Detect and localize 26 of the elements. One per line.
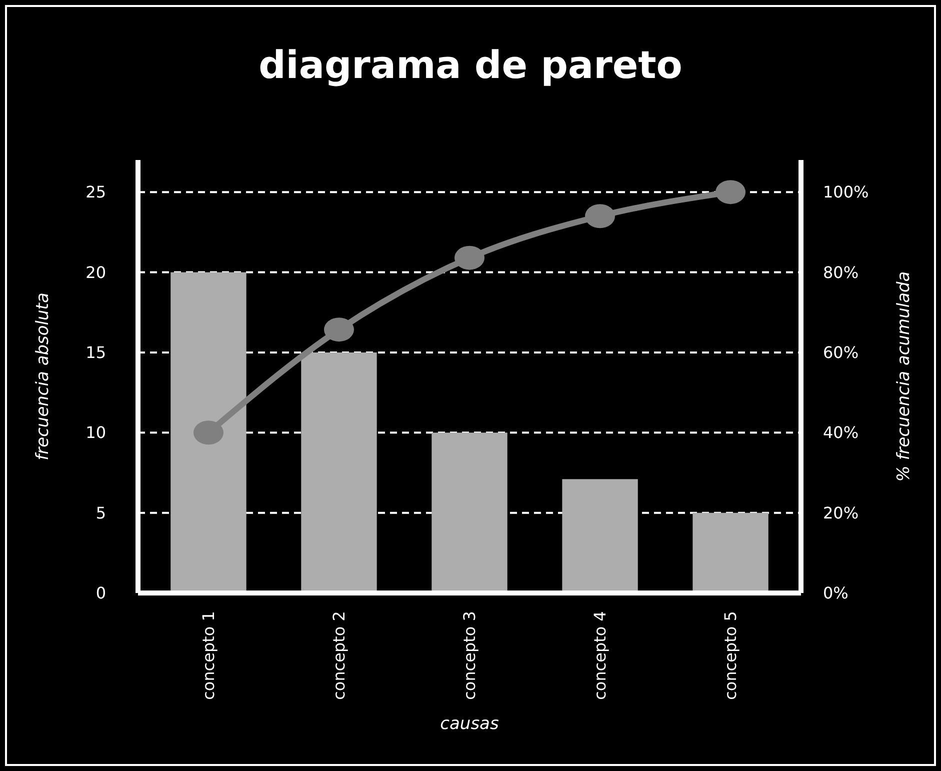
x-tick-label: concepto 4 — [590, 611, 610, 700]
x-tick-label: concepto 3 — [460, 611, 480, 700]
x-tick-label: concepto 1 — [199, 611, 218, 700]
y2-tick-label: 20% — [823, 503, 859, 522]
y-tick-label: 20 — [86, 262, 106, 282]
point — [193, 420, 224, 445]
y2-axis-title: % frecuencia acumulada — [894, 271, 914, 482]
point — [454, 246, 484, 270]
x-axis-title: causas — [440, 714, 499, 734]
y2-tick-label: 60% — [823, 343, 859, 362]
y-axis-title: frecuencia absoluta — [33, 292, 53, 460]
y2-tick-label: 0% — [823, 584, 848, 603]
chart-title: diagrama de pareto — [258, 43, 682, 87]
y-tick-label: 10 — [86, 423, 106, 442]
point — [324, 318, 354, 342]
point — [716, 180, 746, 204]
y-tick-label: 25 — [86, 182, 106, 202]
y-tick-label: 5 — [96, 503, 106, 522]
y-tick-label: 15 — [86, 343, 106, 362]
y-tick-label: 0 — [96, 584, 106, 603]
point — [585, 204, 616, 228]
y2-tick-label: 80% — [823, 262, 859, 282]
x-tick-label: concepto 2 — [330, 611, 349, 700]
x-tick-label: concepto 5 — [721, 611, 740, 700]
y2-tick-label: 40% — [823, 423, 859, 442]
y2-tick-label: 100% — [823, 182, 869, 202]
